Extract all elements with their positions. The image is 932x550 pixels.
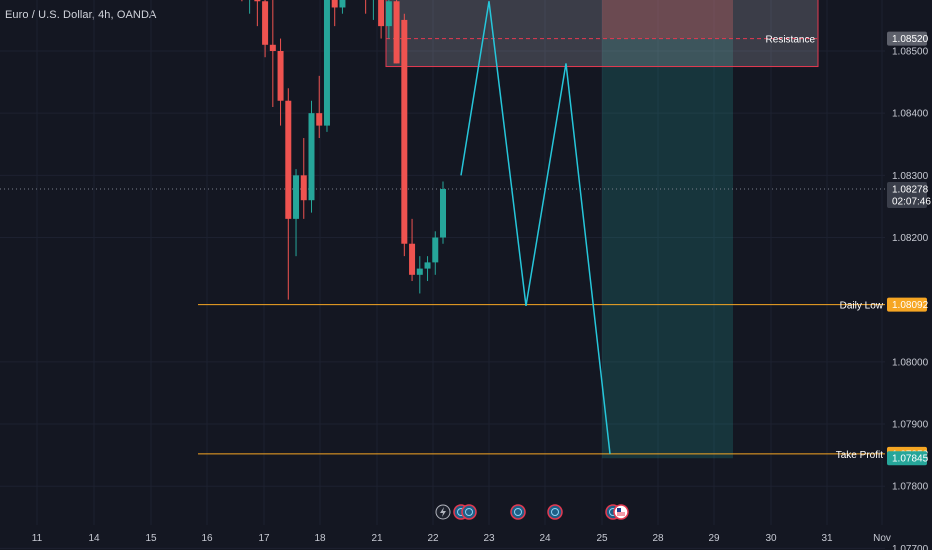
candle-bullish <box>323 0 330 126</box>
globe-icon-ring <box>465 508 473 516</box>
y-tick-label: 1.08500 <box>892 47 929 58</box>
y-tick-label: 1.08000 <box>892 357 929 368</box>
y-tick-label: 1.07700 <box>892 544 929 550</box>
candle-bearish <box>331 0 338 8</box>
globe-icon <box>461 504 477 520</box>
candle-bearish <box>254 0 261 2</box>
projection-path-line <box>460 1 611 454</box>
candle-bearish <box>316 113 323 126</box>
us-flag-icon-canton <box>617 508 621 512</box>
x-tick-label: 18 <box>314 533 326 544</box>
x-tick-label: 17 <box>258 533 270 544</box>
globe-icon-ring <box>551 508 559 516</box>
time-axis: 11 14 15 16 17 18 21 22 23 24 25 28 29 30 31 Nov <box>32 533 891 544</box>
x-tick-label: 28 <box>652 533 664 544</box>
globe-icon-circle <box>510 504 526 520</box>
chart-grid <box>0 0 885 549</box>
x-tick-label: 23 <box>483 533 495 544</box>
price-badge-label: 1.08520 <box>892 34 929 45</box>
price-axis: 1.089001.088001.087001.086001.085001.084… <box>887 31 931 550</box>
candle-bullish <box>432 237 439 263</box>
price-badge-label: 1.08092 <box>892 300 929 311</box>
candle-bearish <box>277 51 284 101</box>
x-tick-label: Nov <box>873 533 891 544</box>
x-tick-label: 29 <box>708 533 720 544</box>
candle-bearish <box>300 175 307 201</box>
lightning-icon-bolt <box>440 507 446 517</box>
price-badge <box>887 31 927 46</box>
globe-icon-circle <box>547 504 563 520</box>
candle-bullish <box>339 0 346 8</box>
candle-bearish <box>378 0 385 27</box>
y-tick-label: 1.07900 <box>892 420 929 431</box>
price-badge <box>887 182 927 209</box>
globe-icon-ring <box>514 508 522 516</box>
x-tick-label: 15 <box>145 533 157 544</box>
candle-bullish <box>440 189 446 238</box>
x-tick-label: 21 <box>371 533 383 544</box>
price-badge <box>887 451 927 466</box>
candle-bearish <box>269 44 276 51</box>
candle-bullish <box>308 113 315 201</box>
price-badge-label: 1.08278 <box>892 185 929 196</box>
candle-bullish <box>385 1 392 27</box>
candle-bullish <box>424 262 431 269</box>
chart-zones: Resistance <box>385 0 819 459</box>
candle-bearish <box>285 100 292 219</box>
candle-bullish <box>293 175 300 219</box>
price-badge <box>887 297 927 312</box>
x-tick-label: 22 <box>427 533 439 544</box>
globe-icon-circle <box>461 504 477 520</box>
x-tick-label: 25 <box>596 533 608 544</box>
take-profit-zone <box>602 38 733 459</box>
us-flag-icon <box>613 504 629 520</box>
candle-bearish <box>262 1 269 45</box>
x-tick-label: 14 <box>88 533 100 544</box>
x-tick-label: 11 <box>32 533 43 544</box>
candle-bearish <box>393 1 400 64</box>
event-markers <box>435 504 629 520</box>
candle-bearish <box>409 243 416 275</box>
stop-loss-zone <box>602 0 733 39</box>
candle-bullish <box>416 268 423 275</box>
y-tick-label: 1.08400 <box>892 109 929 120</box>
globe-icon <box>547 504 563 520</box>
level-label: Take Profit <box>836 450 883 461</box>
y-tick-label: 1.07800 <box>892 482 929 493</box>
projection-path <box>460 1 611 454</box>
lightning-icon <box>435 504 451 520</box>
chart-title: Euro / U.S. Dollar, 4h, OANDA <box>5 9 157 21</box>
countdown-label: 02:07:46 <box>892 197 931 208</box>
resistance-label: Resistance <box>766 35 816 46</box>
x-tick-label: 24 <box>539 533 551 544</box>
price-badge-label: 1.07845 <box>892 454 929 465</box>
resistance-zone <box>385 0 819 68</box>
x-tick-label: 16 <box>201 533 213 544</box>
x-tick-label: 30 <box>765 533 777 544</box>
candle-bearish <box>401 19 408 244</box>
candles <box>241 0 446 300</box>
y-tick-label: 1.08300 <box>892 171 929 182</box>
level-label: Daily Low <box>840 301 884 312</box>
globe-icon <box>510 504 526 520</box>
x-tick-label: 31 <box>821 533 833 544</box>
y-tick-label: 1.08200 <box>892 233 929 244</box>
